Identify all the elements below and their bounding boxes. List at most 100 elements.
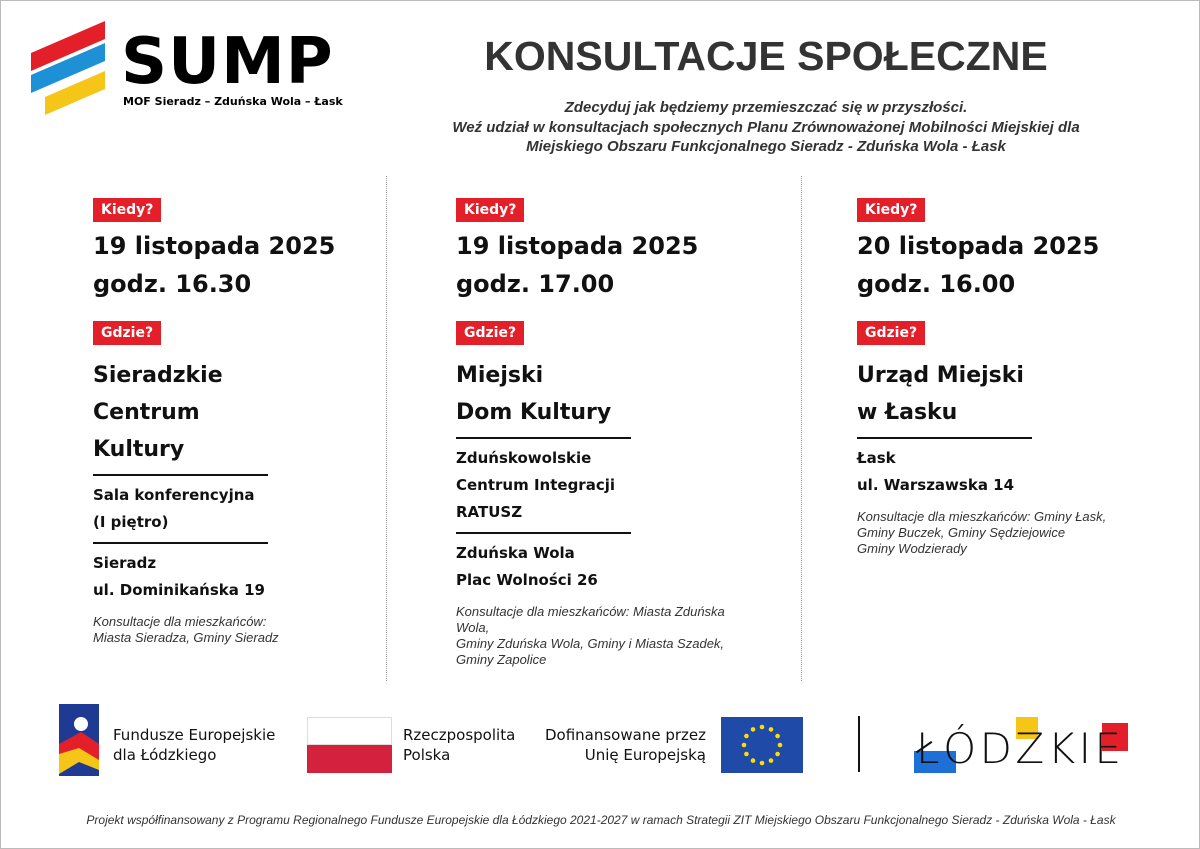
event-column: Kiedy? 19 listopada 2025 godz. 16.30 Gdzie?… (93, 198, 383, 646)
footer-note: Projekt współfinansowany z Programu Regi… (86, 813, 1116, 827)
star (775, 751, 780, 757)
event-column: Kiedy? 19 listopada 2025 godz. 17.00 Gdzie?… (456, 198, 746, 668)
where-label: Gdzie? (93, 321, 162, 345)
divider (801, 176, 802, 681)
rule (456, 437, 631, 439)
star (759, 760, 765, 766)
note-line: Gminy Zapolice (456, 652, 547, 667)
spacer (857, 303, 1147, 321)
note-line: Miasta Sieradza, Gminy Sieradz (93, 630, 279, 645)
fe-text: Fundusze Europejskie dla Łódzkiego (113, 725, 275, 765)
rp-text: Rzeczpospolita Polska (403, 725, 515, 765)
logo-line: Fundusze Europejskie (113, 726, 276, 744)
venue-line: Sieradzkie (93, 363, 223, 388)
rule (93, 474, 268, 476)
details-line: Centrum Integracji (456, 476, 615, 494)
when-label: Kiedy? (456, 198, 525, 222)
fe-logo (59, 704, 99, 776)
logo-line: Unię Europejską (584, 746, 706, 764)
details: Zduńskowolskie Centrum Integracji RATUSZ (456, 445, 746, 526)
when-label: Kiedy? (93, 198, 162, 222)
where-label: Gdzie? (857, 321, 926, 345)
address-line: Sieradz (93, 554, 157, 572)
venue-line: Dom Kultury (456, 400, 612, 425)
intro-line: Weź udział w konsultacjach społecznych P… (452, 118, 1080, 136)
logo-line: Rzeczpospolita (403, 726, 516, 744)
address-line: ul. Dominikańska 19 (93, 581, 265, 599)
details-line: RATUSZ (456, 503, 523, 521)
address-line: Łask (857, 449, 896, 467)
date: 20 listopada 2025 (857, 232, 1100, 260)
intro: Zdecyduj jak będziemy przemieszczać się … (401, 98, 1131, 157)
eu-flag (721, 717, 803, 773)
star (750, 727, 756, 732)
title: KONSULTACJE SPOŁECZNE (484, 33, 1048, 79)
spacer (456, 303, 746, 321)
region-logo: ŁÓDZKIE (914, 717, 1128, 773)
details: Sala konferencyjna (I piętro) (93, 482, 383, 536)
venue-line: Urząd Miejski (857, 363, 1024, 388)
intro-line: Zdecyduj jak będziemy przemieszczać się … (564, 99, 968, 116)
logo-subtitle: MOF Sieradz – Zduńska Wola – Łask (123, 95, 343, 108)
event-column: Kiedy? 20 listopada 2025 godz. 16.00 Gdzie?… (857, 198, 1147, 557)
venue: Urząd Miejski w Łasku (857, 357, 1147, 431)
logo-line: Dofinansowane przez (544, 726, 706, 744)
sump-logo-mark (31, 21, 105, 115)
rule (93, 542, 268, 544)
address-line: ul. Warszawska 14 (857, 476, 1015, 494)
note: Konsultacje dla mieszkańców: Miasta Zduń… (456, 604, 746, 668)
spacer (93, 303, 383, 321)
star (744, 751, 749, 757)
date: 19 listopada 2025 (456, 232, 699, 260)
where-label: Gdzie? (456, 321, 525, 345)
address-line: Plac Wolności 26 (456, 571, 598, 589)
rule (857, 437, 1032, 439)
star (759, 724, 765, 730)
note-line: Konsultacje dla mieszkańców: Gminy Łask, (857, 509, 1107, 524)
date-block: 19 listopada 2025 godz. 17.00 (456, 227, 746, 303)
intro-line: Miejskiego Obszaru Funkcjonalnego Sierad… (526, 138, 1006, 155)
date-block: 19 listopada 2025 godz. 16.30 (93, 227, 383, 303)
pl-flag (307, 717, 392, 773)
star (744, 733, 749, 739)
star (750, 758, 756, 763)
venue-line: w Łasku (857, 400, 958, 425)
address: Sieradz ul. Dominikańska 19 (93, 550, 383, 604)
note-line: Konsultacje dla mieszkańców: (93, 614, 267, 629)
venue-line: Miejski (456, 363, 544, 388)
note: Konsultacje dla mieszkańców: Miasta Siera… (93, 614, 383, 646)
logo-line: Polska (403, 746, 451, 764)
details-line: Zduńskowolskie (456, 449, 592, 467)
address: Łask ul. Warszawska 14 (857, 445, 1147, 499)
address-line: Zduńska Wola (456, 544, 575, 562)
note-line: Gminy Wodzierady (857, 541, 967, 556)
venue: Sieradzkie Centrum Kultury (93, 357, 383, 468)
details-line: Sala konferencyjna (93, 486, 255, 504)
logo-line: dla Łódzkiego (113, 746, 217, 764)
star (768, 758, 774, 763)
star (741, 742, 747, 748)
time: godz. 16.30 (93, 270, 252, 298)
address: Zduńska Wola Plac Wolności 26 (456, 540, 746, 594)
venue-line: Centrum (93, 400, 200, 425)
logo-title: SUMP (121, 25, 334, 99)
star (768, 727, 774, 732)
star (775, 733, 780, 739)
note-line: Gminy Zduńska Wola, Gminy i Miasta Szade… (456, 636, 725, 651)
venue-line: Kultury (93, 437, 185, 462)
time: godz. 17.00 (456, 270, 615, 298)
region-name: ŁÓDZKIE (915, 723, 1121, 773)
separator (858, 716, 860, 772)
time: godz. 16.00 (857, 270, 1016, 298)
when-label: Kiedy? (857, 198, 926, 222)
venue: Miejski Dom Kultury (456, 357, 746, 431)
note: Konsultacje dla mieszkańców: Gminy Łask,… (857, 509, 1147, 557)
date: 19 listopada 2025 (93, 232, 336, 260)
note-line: Gminy Buczek, Gminy Sędziejowice (857, 525, 1066, 540)
rule (456, 532, 631, 534)
date-block: 20 listopada 2025 godz. 16.00 (857, 227, 1147, 303)
star (777, 742, 783, 748)
divider (386, 176, 387, 681)
details-line: (I piętro) (93, 513, 169, 531)
